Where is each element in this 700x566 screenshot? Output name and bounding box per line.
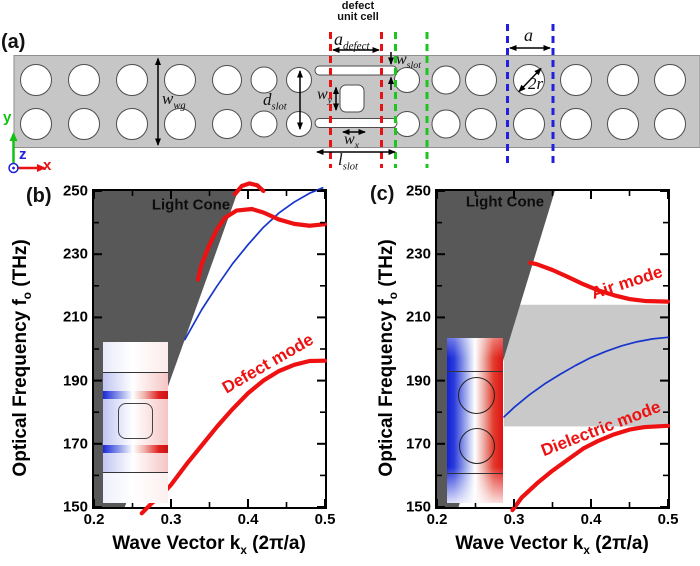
photonic-crystal-holes — [20, 64, 686, 140]
defect-unit-cell-note: defect unit cell — [337, 0, 379, 23]
inset-c-hole-outline-bottom — [458, 428, 495, 464]
dim-w-slot: wslot — [396, 51, 421, 72]
y-tick-label: 210 — [405, 308, 431, 326]
x-axis-title-c: Wave Vector kx (2π/a) — [455, 533, 649, 557]
x-axis-title-b: Wave Vector kx (2π/a) — [112, 533, 306, 557]
dim-w-wg: wwg — [162, 89, 186, 112]
inset-b-membrane-line — [103, 372, 168, 373]
inset-c-hole-outline-top — [458, 376, 495, 414]
dim-a: a — [524, 25, 533, 45]
light-cone-label-c: Light Cone — [465, 193, 545, 211]
y-axis-title-c: Optical Frequency fo (THz) — [376, 239, 400, 477]
y-tick-label: 190 — [62, 372, 88, 390]
inset-b-slot-field-top — [103, 391, 168, 399]
waveguide-schematic — [8, 24, 700, 174]
panel-b-label: (b) — [26, 185, 52, 207]
inset-c-membrane-line — [447, 371, 503, 372]
taper-cell-dashed-lines — [394, 32, 429, 168]
inset-b-membrane-line2 — [103, 472, 168, 473]
x-tick-label: 0.2 — [83, 511, 105, 528]
y-axis-letter: y — [3, 109, 12, 126]
z-axis-letter: z — [19, 146, 27, 163]
y-tick-label: 170 — [62, 435, 88, 453]
y-tick-label: 210 — [62, 308, 88, 326]
dim-2r: 2r — [528, 74, 544, 93]
dimension-arrows — [155, 45, 551, 155]
y-tick-label: 150 — [62, 498, 88, 516]
light-cone-label-b: Light Cone — [151, 196, 231, 214]
y-axis-title-b: Optical Frequency fo (THz) — [10, 239, 34, 477]
x-tick-label: 0.3 — [160, 511, 182, 528]
upper_red_mode-curve — [195, 206, 328, 282]
dielectric_mode-curve — [510, 423, 671, 513]
band-gap-region — [503, 304, 668, 427]
y-tick-label: 230 — [405, 245, 431, 263]
y-tick-label: 150 — [405, 498, 431, 516]
y-tick-label: 250 — [62, 182, 88, 200]
x-tick-label: 0.3 — [503, 511, 525, 528]
mode-profile-inset-b — [103, 342, 168, 503]
axis-ticks — [436, 190, 669, 508]
x-tick-label: 0.2 — [426, 511, 448, 528]
x-tick-label: 0.4 — [580, 511, 602, 528]
dim-d-slot: dslot — [263, 90, 287, 113]
axis-ticks — [93, 190, 326, 508]
dim-a-defect: adefect — [334, 29, 370, 53]
y-tick-label: 230 — [62, 245, 88, 263]
x-tick-label: 0.5 — [314, 511, 336, 528]
blue_mode-curve — [503, 336, 669, 418]
y-tick-label: 190 — [405, 372, 431, 390]
dim-w-x: wx — [344, 131, 360, 152]
blue_mode-curve — [184, 186, 324, 341]
y-tick-label: 250 — [405, 182, 431, 200]
panel-a-label: (a) — [1, 31, 26, 53]
inset-b-square-outline — [118, 403, 153, 439]
lattice-cell-dashed-lines — [506, 24, 555, 168]
x-tick-label: 0.5 — [657, 511, 679, 528]
top_clipped_band-curve — [232, 181, 266, 197]
inset-c-membrane-line2 — [447, 473, 503, 474]
mode-profile-inset-c — [447, 338, 503, 503]
inset-b-slot-field-bottom — [103, 445, 168, 453]
dim-l-slot: lslot — [338, 150, 358, 173]
panel-c-label: (c) — [370, 183, 395, 205]
air_mode-curve — [528, 260, 671, 304]
y-tick-label: 170 — [405, 435, 431, 453]
coordinate-triad — [8, 132, 46, 174]
x-axis-letter: x — [43, 157, 52, 174]
dim-w-y: wy — [317, 86, 333, 107]
x-tick-label: 0.4 — [237, 511, 259, 528]
defect-cell-dashed-lines — [329, 32, 383, 168]
defect-square-hole — [339, 84, 365, 113]
